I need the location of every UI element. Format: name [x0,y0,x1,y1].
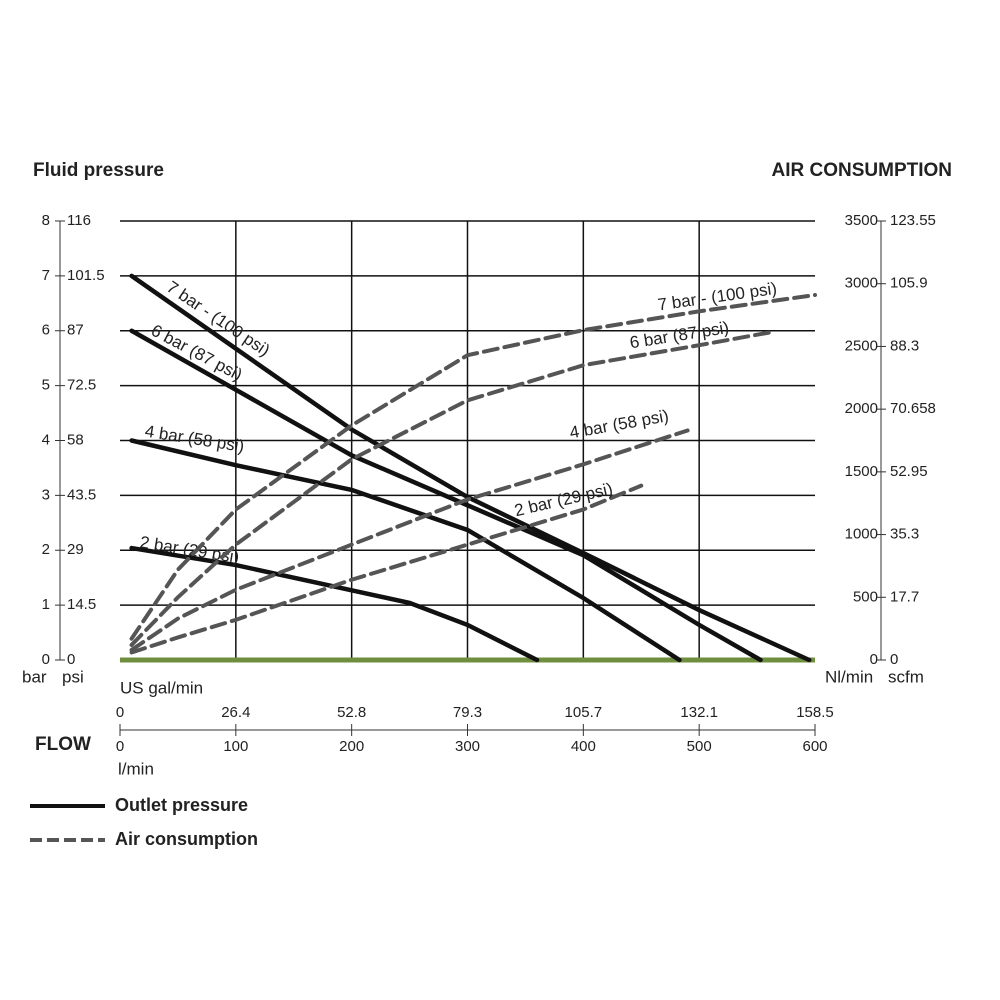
x-tick-label: 0 [116,738,124,755]
y2-tick-label: 500 [853,588,878,605]
series-line [129,438,682,663]
y2-alt-tick-label: 105.9 [890,275,928,292]
y-alt-unit: psi [62,667,84,686]
x-alt-tick-label: 105.7 [565,704,603,721]
curve-label: 4 bar (58 psi) [144,422,246,456]
x-tick-label: 100 [223,738,248,755]
x-label: FLOW [35,734,91,755]
legend-label: Air consumption [115,829,258,849]
y-tick-label: 3 [42,486,50,503]
x-tick-label: 300 [455,738,480,755]
y2-tick-label: 2000 [845,400,878,417]
series-line [129,328,763,663]
y2-alt-tick-label: 52.95 [890,463,928,480]
y-tick-label: 7 [42,267,50,284]
y-alt-tick-label: 72.5 [67,377,96,394]
x-alt-tick-label: 79.3 [453,704,482,721]
y-alt-tick-label: 58 [67,431,84,448]
x-tick-label: 600 [802,738,827,755]
y2-tick-label: 3500 [845,212,878,229]
x-alt-unit: US gal/min [120,678,203,697]
series-line [129,293,817,641]
x-alt-tick-label: 0 [116,704,124,721]
right-title: AIR CONSUMPTION [772,160,953,181]
y2-tick-label: 3000 [845,275,878,292]
series-line [129,330,771,647]
y2-tick-label: 2500 [845,337,878,354]
series-line [129,483,644,655]
y-unit: bar [22,667,47,686]
x-alt-tick-label: 52.8 [337,704,366,721]
y-alt-tick-label: 116 [67,212,91,229]
y2-unit: Nl/min [825,667,873,686]
y2-alt-unit: scfm [888,667,924,686]
x-tick-label: 400 [571,738,596,755]
y-alt-tick-label: 87 [67,322,84,339]
y-alt-tick-label: 14.5 [67,596,96,613]
y-tick-label: 8 [42,212,50,229]
y-alt-tick-label: 101.5 [67,267,105,284]
y-tick-label: 2 [42,541,50,558]
x-tick-label: 200 [339,738,364,755]
x-alt-tick-label: 158.5 [796,704,834,721]
x-alt-tick-label: 26.4 [221,704,250,721]
x-tick-label: 500 [687,738,712,755]
y-alt-tick-label: 29 [67,541,84,558]
legend-label: Outlet pressure [115,795,248,815]
curve-label: 2 bar (29 psi) [139,533,241,567]
y2-alt-tick-label: 88.3 [890,337,919,354]
y-alt-tick-label: 43.5 [67,486,96,503]
y-tick-label: 6 [42,322,50,339]
y2-tick-label: 0 [870,651,878,668]
y2-tick-label: 1500 [845,463,878,480]
y2-alt-tick-label: 0 [890,651,898,668]
y2-alt-tick-label: 35.3 [890,526,919,543]
y-tick-label: 5 [42,377,50,394]
series-line [129,545,540,663]
left-title: Fluid pressure [33,160,164,181]
y2-alt-tick-label: 123.55 [890,212,936,229]
y-tick-label: 1 [42,596,50,613]
series-line [129,273,812,663]
y-tick-label: 4 [42,431,50,448]
x-unit: l/min [118,759,154,778]
y2-tick-label: 1000 [845,526,878,543]
y-tick-label: 0 [42,651,50,668]
x-alt-tick-label: 132.1 [680,704,718,721]
y2-alt-tick-label: 17.7 [890,588,919,605]
y2-alt-tick-label: 70.658 [890,400,936,417]
y-alt-tick-label: 0 [67,651,75,668]
series-line [129,428,690,652]
